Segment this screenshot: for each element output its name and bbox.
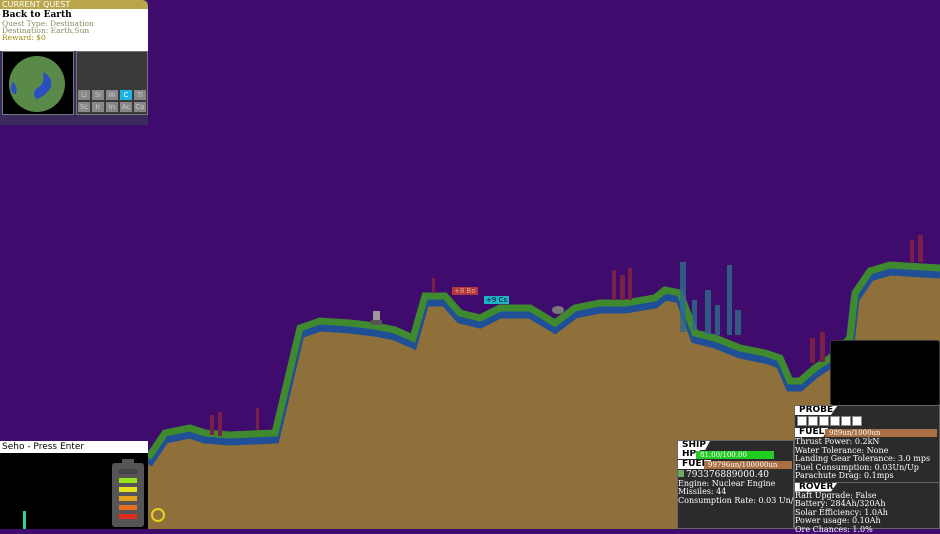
probe-icon (841, 416, 851, 426)
probe-panel: PROBE FUEL 989un/1000un Thrust Power: 0.… (794, 405, 940, 529)
element-cell[interactable]: In (106, 102, 118, 112)
probe-stat: Parachute Drag: 0.1mps (795, 472, 939, 481)
planet-view[interactable] (2, 51, 74, 115)
rover-stat: Ore Chances: 1.0% (795, 526, 939, 534)
probe-count (797, 416, 939, 427)
probe-fuel-label: FUEL (795, 428, 828, 437)
ore-label: +8 Bo (452, 287, 478, 295)
probe-icon (808, 416, 818, 426)
probe-icon (797, 416, 807, 426)
probe-fuel-bar: 989un/1000un (825, 429, 937, 437)
probe-title: PROBE (795, 406, 837, 415)
ship-title: SHIP (678, 441, 710, 450)
element-cell[interactable]: Si (92, 90, 104, 100)
signal-display (0, 453, 148, 529)
probe-icon (852, 416, 862, 426)
element-cell[interactable]: C (120, 90, 132, 100)
rock (552, 306, 564, 314)
element-cell[interactable]: Li (78, 90, 90, 100)
probe-icon (819, 416, 829, 426)
quest-toggle-icon[interactable] (151, 508, 165, 522)
battery-icon (112, 463, 144, 527)
camera-view (830, 340, 940, 406)
prompt-text: Seho - Press Enter (0, 441, 148, 453)
hp-bar: 81.00/100.00 (696, 451, 774, 459)
element-cell[interactable]: Co (134, 102, 146, 112)
signal-bar (23, 511, 26, 529)
planet-earth-icon (3, 52, 73, 114)
element-cell[interactable]: Ac (120, 102, 132, 112)
consumption: Consumption Rate: 0.03 Un/Up (678, 497, 793, 506)
element-cell[interactable]: Ti (134, 90, 146, 100)
element-cell[interactable]: Ir (92, 102, 104, 112)
ship-panel: SHIP HP 81.00/100.00 FUEL 99796un/100000… (677, 440, 794, 529)
element-cell[interactable]: Sc (78, 102, 90, 112)
element-cell[interactable]: W (106, 90, 118, 100)
ship-fuel-bar: 99796un/100000un (704, 461, 792, 469)
rover-sprite (371, 311, 382, 325)
ore-label: +9 Cs (484, 296, 509, 304)
money-icon (678, 470, 684, 477)
rover-title: ROVER (795, 483, 837, 492)
probe-icon (830, 416, 840, 426)
